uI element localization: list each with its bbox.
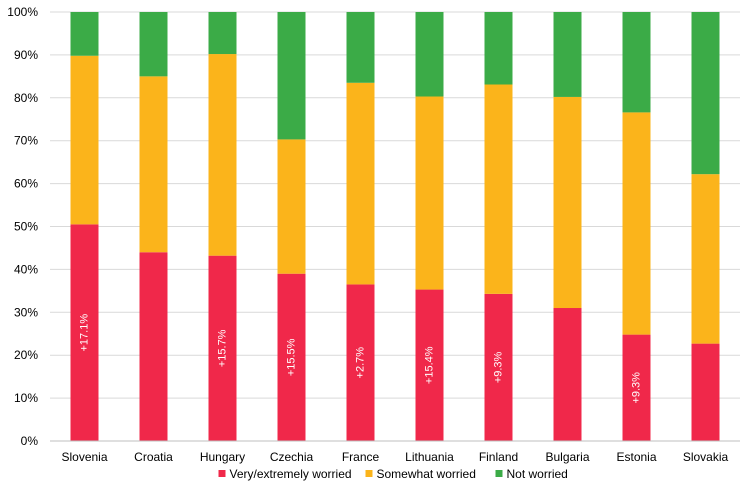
legend-swatch bbox=[365, 470, 373, 477]
x-tick-label: Lithuania bbox=[405, 450, 454, 464]
bar-segment-very-worried bbox=[553, 308, 582, 441]
bar-segment-very-worried bbox=[70, 224, 99, 441]
axes: 0% 10% 20% 30% 40% 50% 60% 70% 80% 90% 100% Sloveni… bbox=[7, 5, 740, 464]
x-tick-label: Slovenia bbox=[61, 450, 107, 464]
x-tick-label: Bulgaria bbox=[545, 450, 589, 464]
bar-segment-not-worried bbox=[208, 12, 237, 55]
bar-segment-somewhat-worried bbox=[622, 112, 651, 335]
y-tick-label: 0% bbox=[21, 434, 39, 448]
bar-segment-somewhat-worried bbox=[277, 139, 306, 274]
bar-segment-not-worried bbox=[70, 12, 99, 56]
bar-segment-not-worried bbox=[484, 12, 513, 85]
x-tick-label: Estonia bbox=[616, 450, 656, 464]
bar-segment-somewhat-worried bbox=[484, 84, 513, 294]
bar-annotation: +9.3% bbox=[492, 351, 504, 383]
y-tick-label: 20% bbox=[14, 348, 38, 362]
bar-segment-somewhat-worried bbox=[553, 96, 582, 309]
legend-label: Very/extremely worried bbox=[230, 467, 352, 481]
y-tick-label: 60% bbox=[14, 177, 38, 191]
y-tick-label: 40% bbox=[14, 262, 38, 276]
legend: Very/extremely worried Somewhat worried No… bbox=[218, 467, 568, 481]
bar-segment-very-worried bbox=[691, 343, 720, 441]
x-tick-label: Hungary bbox=[200, 450, 245, 464]
bar-segment-somewhat-worried bbox=[70, 55, 99, 225]
y-tick-label: 70% bbox=[14, 134, 38, 148]
y-tick-label: 10% bbox=[14, 391, 38, 405]
bar-segment-not-worried bbox=[346, 12, 375, 83]
bar-segment-very-worried bbox=[208, 255, 237, 441]
bar-segment-very-worried bbox=[415, 289, 444, 441]
bar-segment-very-worried bbox=[139, 252, 168, 441]
x-tick-label: France bbox=[342, 450, 380, 464]
x-tick-label: Croatia bbox=[134, 450, 173, 464]
bar-segment-not-worried bbox=[691, 12, 720, 175]
bar-annotation: +15.7% bbox=[216, 329, 228, 367]
bar-annotation: +17.1% bbox=[78, 314, 90, 352]
x-tick-label: Finland bbox=[479, 450, 518, 464]
y-tick-label: 30% bbox=[14, 305, 38, 319]
bar-annotation: +2.7% bbox=[354, 347, 366, 379]
x-tick-label: Slovakia bbox=[683, 450, 729, 464]
x-tick-label: Czechia bbox=[270, 450, 314, 464]
bar-segment-very-worried bbox=[277, 273, 306, 441]
bar-segment-very-worried bbox=[484, 293, 513, 441]
bar-annotation: +9.3% bbox=[630, 372, 642, 404]
bar-segment-not-worried bbox=[622, 12, 651, 113]
y-tick-label: 50% bbox=[14, 220, 38, 234]
bar-segment-very-worried bbox=[346, 284, 375, 441]
bar-segment-not-worried bbox=[553, 12, 582, 97]
bar-segment-not-worried bbox=[277, 12, 306, 140]
bar-segment-somewhat-worried bbox=[346, 82, 375, 285]
bar-segment-very-worried bbox=[622, 334, 651, 441]
legend-swatch bbox=[495, 470, 503, 477]
legend-label: Not worried bbox=[507, 467, 568, 481]
bar-segment-somewhat-worried bbox=[415, 96, 444, 290]
bars: +17.1% +15.7% +15.5% +2.7% +15.4% +9.3% +9.3% bbox=[70, 12, 720, 441]
bar-segment-somewhat-worried bbox=[139, 76, 168, 253]
y-tick-label: 80% bbox=[14, 91, 38, 105]
bar-segment-somewhat-worried bbox=[691, 174, 720, 344]
legend-label: Somewhat worried bbox=[377, 467, 476, 481]
bar-annotation: +15.5% bbox=[285, 338, 297, 376]
y-tick-label: 100% bbox=[7, 5, 38, 19]
bar-segment-not-worried bbox=[139, 12, 168, 77]
bar-segment-not-worried bbox=[415, 12, 444, 97]
bar-annotation: +15.4% bbox=[423, 346, 435, 384]
y-tick-label: 90% bbox=[14, 48, 38, 62]
bar-segment-somewhat-worried bbox=[208, 54, 237, 256]
legend-swatch bbox=[218, 470, 226, 477]
